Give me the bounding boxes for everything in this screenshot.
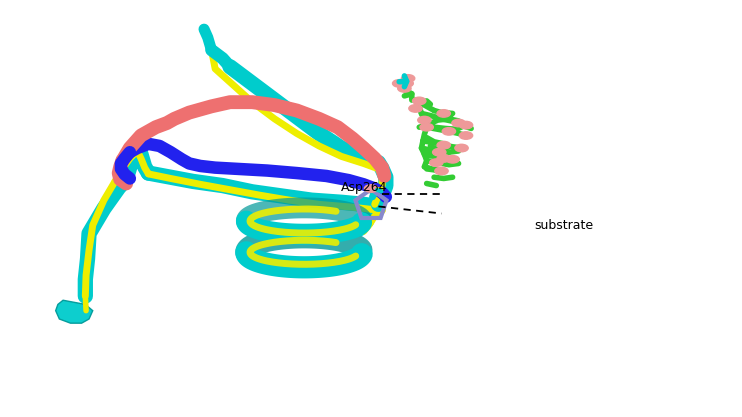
Circle shape	[401, 75, 415, 82]
Circle shape	[418, 116, 431, 124]
Circle shape	[400, 80, 413, 87]
Circle shape	[459, 121, 473, 129]
Text: substrate: substrate	[534, 219, 594, 232]
Circle shape	[437, 141, 450, 149]
Circle shape	[413, 97, 426, 105]
Circle shape	[409, 105, 422, 112]
Circle shape	[393, 80, 406, 87]
Polygon shape	[56, 300, 93, 323]
Circle shape	[430, 159, 443, 166]
Circle shape	[398, 85, 411, 92]
Circle shape	[437, 110, 450, 117]
Circle shape	[446, 156, 459, 163]
Circle shape	[435, 167, 448, 175]
Circle shape	[433, 148, 446, 156]
Circle shape	[364, 185, 378, 192]
Circle shape	[459, 132, 473, 139]
Circle shape	[442, 128, 456, 135]
Circle shape	[420, 123, 433, 131]
Text: Asp264: Asp264	[341, 181, 388, 194]
Circle shape	[452, 119, 465, 127]
Circle shape	[437, 155, 450, 162]
Circle shape	[455, 144, 468, 152]
